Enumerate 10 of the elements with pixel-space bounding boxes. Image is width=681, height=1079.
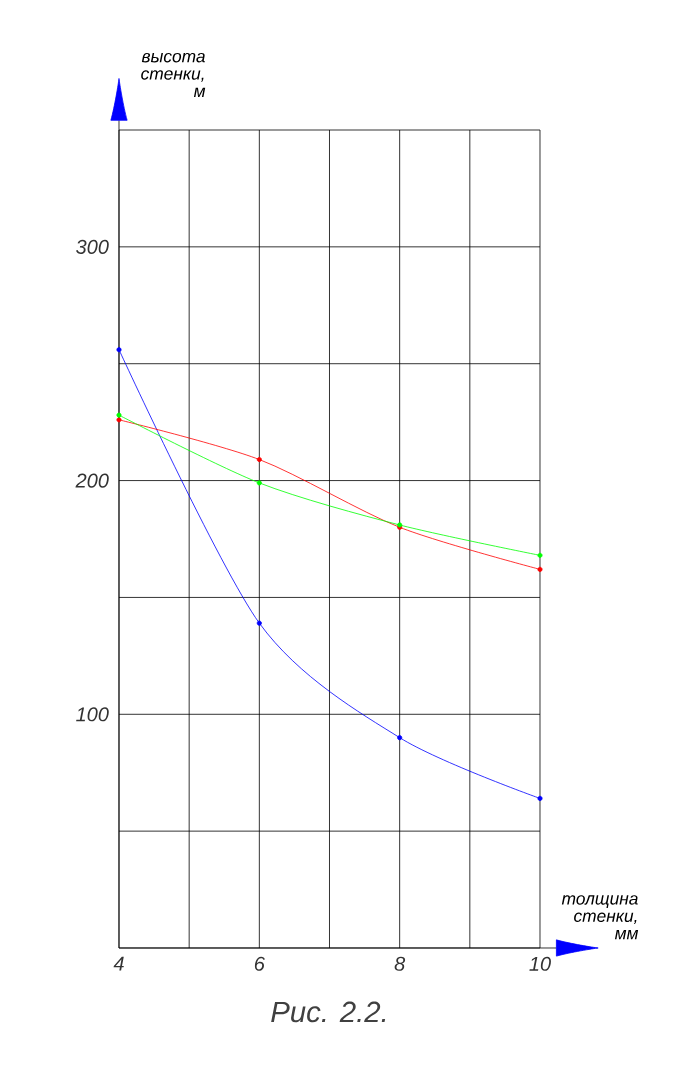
y-tick-label: 100 <box>76 707 109 722</box>
text: Рис. 2.2. <box>271 1001 386 1023</box>
x-tick-label: 6 <box>254 956 265 971</box>
y-tick-label: 300 <box>76 239 109 254</box>
x-tick-label: 10 <box>529 956 551 971</box>
y-tick-label: 200 <box>75 473 109 488</box>
x-tick-label: 4 <box>113 956 124 971</box>
y-axis-title: высота стенки, м <box>141 52 206 97</box>
x-tick-label: 8 <box>394 956 406 971</box>
x-axis-title: толщина стенки, мм <box>561 895 639 940</box>
